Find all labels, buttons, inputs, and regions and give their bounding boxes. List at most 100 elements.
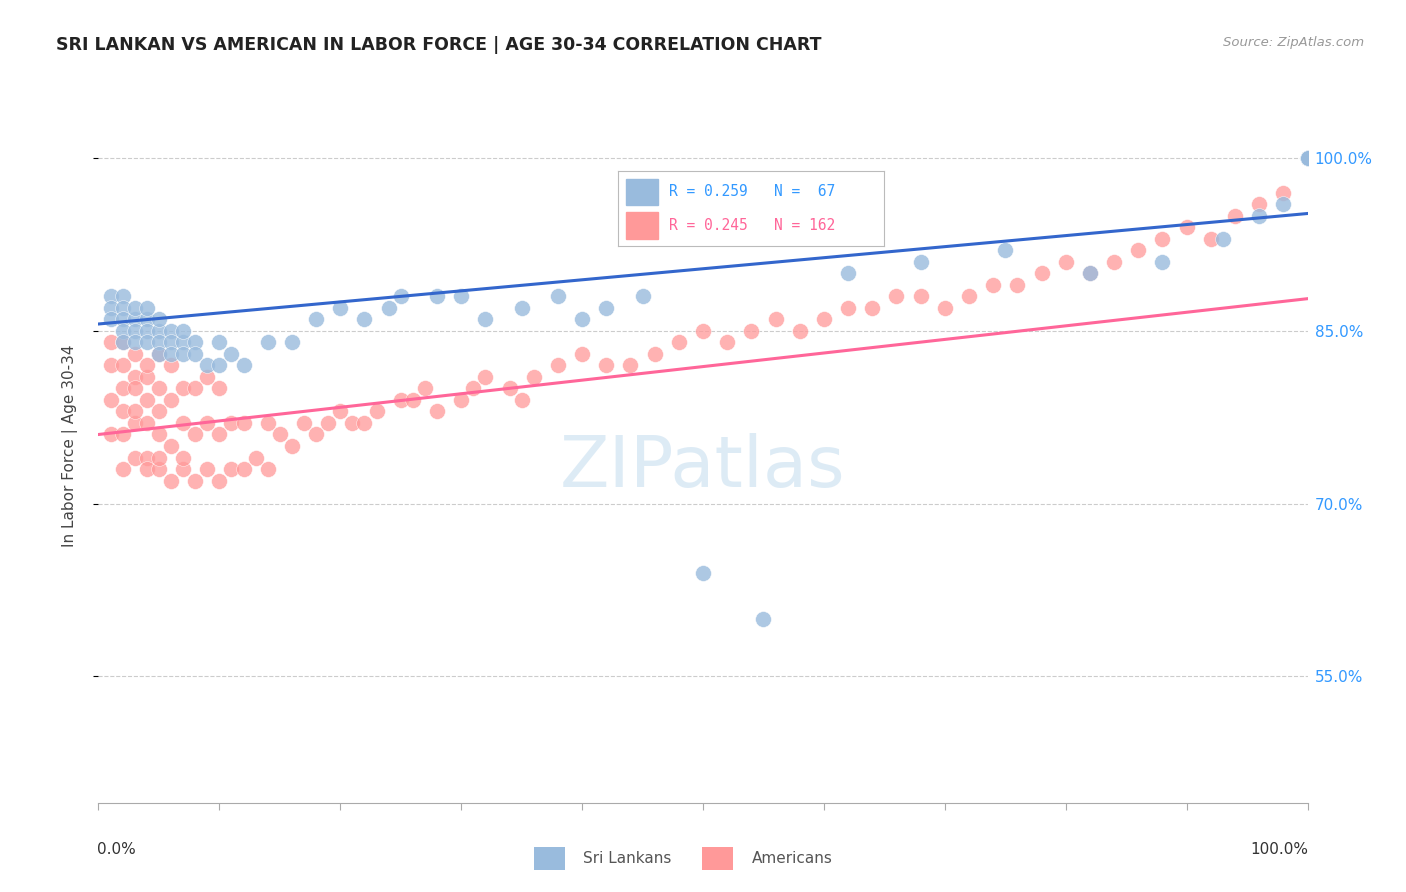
Point	[160, 392, 183, 407]
Point	[1296, 151, 1319, 165]
Point	[389, 289, 412, 303]
Point	[1296, 151, 1319, 165]
Point	[342, 416, 364, 430]
Point	[100, 312, 122, 326]
Point	[281, 335, 304, 350]
Point	[765, 312, 787, 326]
Point	[148, 462, 170, 476]
Point	[474, 312, 496, 326]
Point	[124, 416, 146, 430]
Point	[135, 370, 157, 384]
Point	[474, 370, 496, 384]
Point	[1078, 266, 1101, 280]
Point	[135, 450, 157, 465]
Point	[100, 359, 122, 373]
Point	[1249, 209, 1271, 223]
Point	[752, 612, 775, 626]
Point	[148, 324, 170, 338]
Point	[1296, 151, 1319, 165]
Point	[1296, 151, 1319, 165]
Point	[135, 335, 157, 350]
Point	[1296, 151, 1319, 165]
Point	[1296, 151, 1319, 165]
Point	[1296, 151, 1319, 165]
Point	[692, 566, 714, 580]
Point	[124, 404, 146, 418]
Point	[111, 462, 134, 476]
Point	[353, 416, 375, 430]
Point	[910, 255, 932, 269]
Point	[1296, 151, 1319, 165]
Point	[111, 335, 134, 350]
Point	[510, 301, 533, 315]
Point	[195, 462, 218, 476]
Point	[111, 381, 134, 395]
Point	[619, 359, 641, 373]
Point	[426, 289, 449, 303]
Point	[184, 427, 207, 442]
Point	[886, 289, 908, 303]
Point	[1007, 277, 1029, 292]
Point	[221, 462, 243, 476]
Point	[256, 462, 278, 476]
Point	[1296, 151, 1319, 165]
Point	[1296, 151, 1319, 165]
Point	[1212, 232, 1234, 246]
Point	[1296, 151, 1319, 165]
Point	[208, 474, 231, 488]
Point	[668, 335, 690, 350]
Point	[329, 404, 352, 418]
Bar	[626, 212, 658, 239]
Point	[1296, 151, 1319, 165]
Point	[305, 312, 328, 326]
Point	[148, 450, 170, 465]
Point	[716, 335, 738, 350]
Point	[135, 312, 157, 326]
Point	[426, 404, 449, 418]
Point	[172, 381, 194, 395]
Point	[1296, 151, 1319, 165]
Point	[1175, 220, 1198, 235]
Point	[1296, 151, 1319, 165]
Bar	[626, 178, 658, 205]
Point	[111, 312, 134, 326]
Text: R = 0.245   N = 162: R = 0.245 N = 162	[669, 218, 835, 233]
Point	[1296, 151, 1319, 165]
Point	[184, 335, 207, 350]
Point	[1296, 151, 1319, 165]
Point	[221, 416, 243, 430]
Point	[1296, 151, 1319, 165]
Point	[160, 347, 183, 361]
Point	[172, 450, 194, 465]
Point	[1296, 151, 1319, 165]
Point	[1296, 151, 1319, 165]
Point	[124, 347, 146, 361]
Point	[595, 301, 617, 315]
Point	[1272, 186, 1295, 200]
Point	[221, 347, 243, 361]
Point	[1296, 151, 1319, 165]
Y-axis label: In Labor Force | Age 30-34: In Labor Force | Age 30-34	[62, 344, 77, 548]
Point	[1296, 151, 1319, 165]
Point	[100, 427, 122, 442]
Point	[1296, 151, 1319, 165]
Point	[692, 324, 714, 338]
Point	[1296, 151, 1319, 165]
Point	[245, 450, 267, 465]
Point	[1296, 151, 1319, 165]
Point	[1296, 151, 1319, 165]
Text: R = 0.259   N =  67: R = 0.259 N = 67	[669, 185, 835, 200]
Point	[160, 474, 183, 488]
Point	[1296, 151, 1319, 165]
Point	[1296, 151, 1319, 165]
Point	[1272, 197, 1295, 211]
Point	[957, 289, 980, 303]
Point	[1296, 151, 1319, 165]
Point	[1296, 151, 1319, 165]
Point	[1296, 151, 1319, 165]
Point	[135, 301, 157, 315]
Point	[1296, 151, 1319, 165]
Point	[208, 335, 231, 350]
Point	[148, 312, 170, 326]
Point	[1296, 151, 1319, 165]
